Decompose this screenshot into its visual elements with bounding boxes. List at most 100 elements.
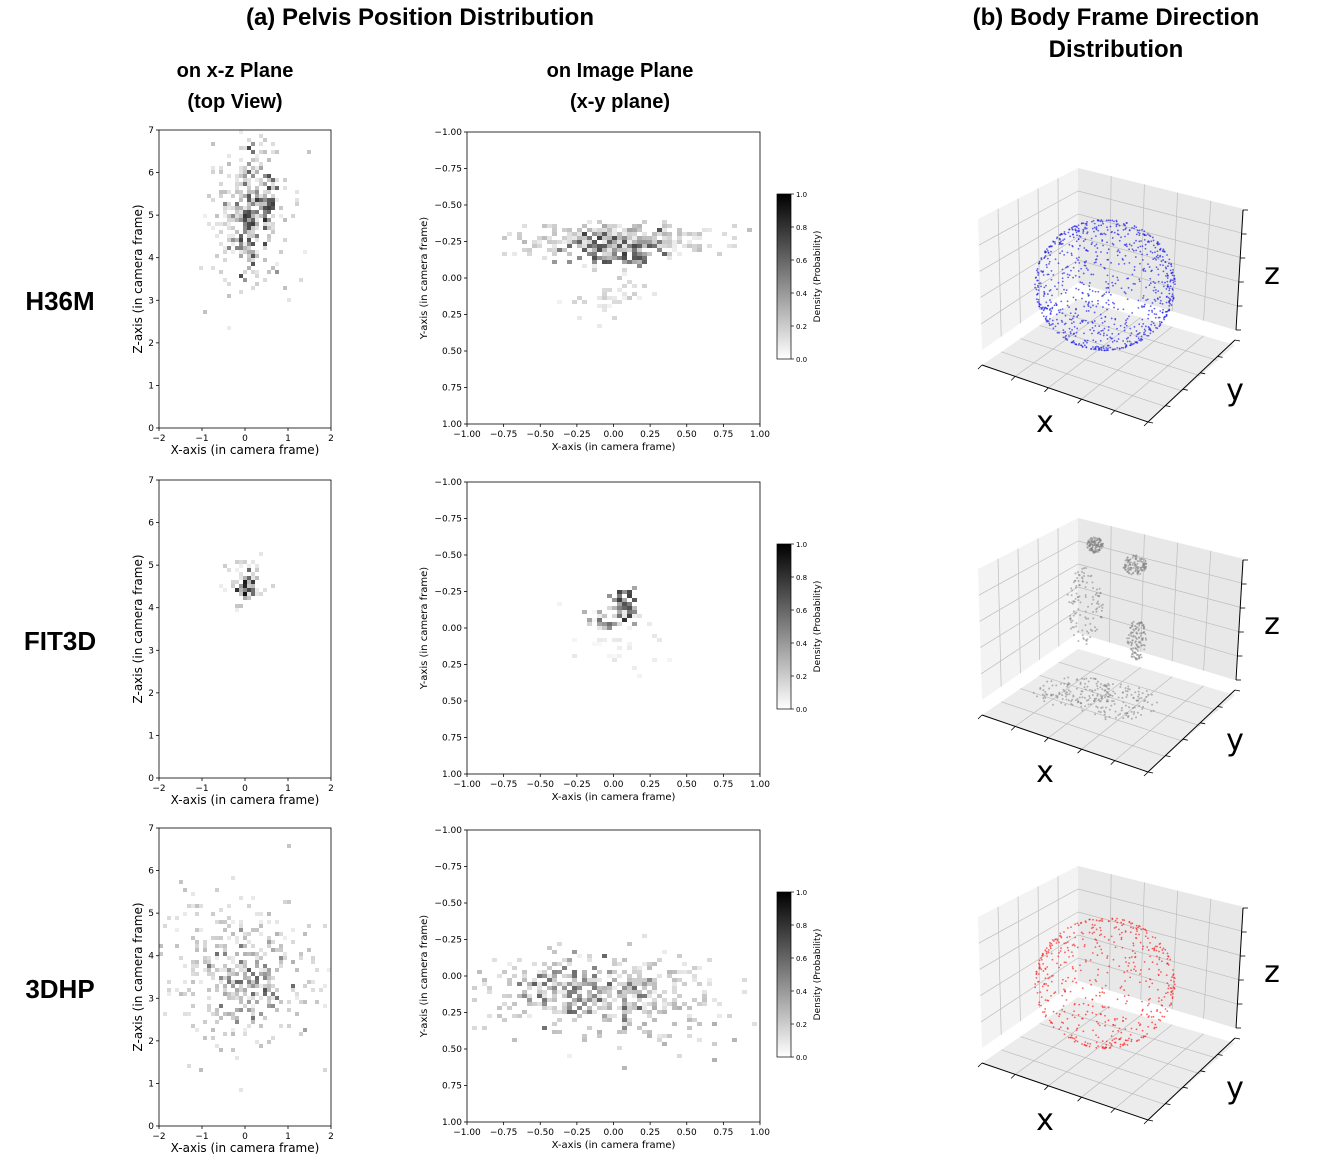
- 3dhp_dir-direction-point: [1052, 974, 1054, 977]
- 3dhp_dir-direction-point: [1051, 939, 1054, 941]
- 3dhp_xz-density-cell: [271, 992, 275, 996]
- h36m_xz-density-cell: [223, 278, 227, 282]
- 3dhp_img-density-cell: [647, 1034, 652, 1038]
- 3dhp_xz-density-cell: [255, 912, 259, 916]
- 3dhp_img-density-cell: [697, 966, 702, 970]
- h36m_img-density-cell: [617, 248, 622, 252]
- 3dhp_xz-y-tick-label: 2: [148, 1037, 154, 1047]
- 3dhp_img-density-cell: [672, 1022, 677, 1026]
- 3dhp_dir-direction-point: [1076, 946, 1079, 949]
- h36m_dir-direction-point: [1159, 310, 1162, 312]
- fit3d_img-density-cell: [607, 622, 612, 626]
- h36m_dir-direction-point: [1172, 295, 1174, 297]
- h36m_dir-direction-point: [1050, 250, 1052, 253]
- h36m_xz-density-cell: [247, 222, 251, 226]
- h36m_dir-direction-point: [1143, 234, 1146, 237]
- 3dhp_dir-direction-point: [1096, 974, 1099, 976]
- h36m_dir-direction-point: [1076, 234, 1078, 237]
- h36m_dir-direction-point: [1156, 250, 1159, 253]
- h36m_xz-density-cell: [215, 234, 219, 238]
- 3dhp_dir-y-tick: [1147, 1119, 1154, 1122]
- 3dhp_img-density-cell: [552, 1030, 557, 1034]
- 3dhp_dir-direction-point: [1084, 1013, 1087, 1016]
- h36m_img-density-cell: [657, 232, 662, 236]
- h36m_img-density-cell: [622, 272, 627, 276]
- 3dhp_dir-direction-point: [1035, 970, 1038, 973]
- h36m_dir-direction-point: [1039, 303, 1042, 306]
- h36m_dir-direction-point: [1105, 291, 1108, 294]
- fit3d_dir-direction-point: [1102, 684, 1105, 687]
- h36m_img-density-cell: [637, 240, 642, 244]
- 3dhp_xz-density-cell: [255, 980, 259, 984]
- h36m_xz-density-cell: [271, 142, 275, 146]
- 3dhp_dir-direction-point: [1141, 1008, 1144, 1011]
- 3dhp_xz-density-cell: [235, 1016, 239, 1020]
- h36m_xz-density-cell: [243, 226, 247, 230]
- fit3d_img-x-tick-label: 0.75: [713, 780, 733, 790]
- 3dhp_xz-density-cell: [251, 1016, 255, 1020]
- h36m_img-density-cell: [697, 232, 702, 236]
- 3dhp_dir-direction-point: [1053, 992, 1056, 995]
- 3dhp_dir-direction-point: [1122, 923, 1125, 925]
- 3dhp_img-density-cell: [682, 970, 687, 974]
- h36m_dir-direction-point: [1171, 274, 1174, 277]
- fit3d_dir-direction-point: [1126, 559, 1129, 562]
- 3dhp_img-density-cell: [637, 994, 642, 998]
- h36m_dir-direction-point: [1099, 313, 1102, 316]
- h36m_img-density-cell: [547, 236, 552, 240]
- 3dhp_img-density-cell: [552, 986, 557, 990]
- 3dhp_dir-grid-line: [981, 957, 1079, 1023]
- h36m_img-density-cell: [607, 244, 612, 248]
- 3dhp_dir-direction-point: [1063, 931, 1065, 933]
- h36m_dir-direction-point: [1174, 283, 1176, 286]
- h36m_dir-direction-point: [1138, 323, 1141, 326]
- h36m_dir-direction-point: [1069, 318, 1071, 321]
- h36m_dir-y-tick: [1165, 405, 1171, 407]
- fit3d_dir-direction-point: [1070, 587, 1073, 590]
- h36m_dir-direction-point: [1151, 311, 1154, 313]
- 3dhp_dir-direction-point: [1045, 947, 1048, 950]
- h36m_xz-density-cell: [271, 266, 275, 270]
- h36m_dir-direction-point: [1142, 322, 1145, 325]
- h36m_img-density-cell: [632, 244, 637, 248]
- 3dhp_dir-direction-point: [1061, 978, 1064, 981]
- h36m_xz-density-cell: [211, 266, 215, 270]
- h36m_dir-direction-point: [1072, 276, 1075, 279]
- h36m_xz-density-cell: [263, 182, 267, 186]
- h36m_dir-direction-point: [1069, 235, 1071, 238]
- h36m_dir-direction-point: [1166, 254, 1168, 256]
- fit3d_dir-direction-point: [1088, 540, 1091, 543]
- fit3d_xz-x-tick-label: 2: [328, 784, 334, 794]
- h36m_xz-density-cell: [243, 218, 247, 222]
- 3dhp_img-density-cell: [592, 986, 597, 990]
- h36m_dir-direction-point: [1156, 242, 1158, 245]
- fit3d_img-density-cell: [627, 614, 632, 618]
- 3dhp_dir-grid-line: [1057, 876, 1060, 995]
- 3dhp_dir-direction-point: [1091, 1005, 1094, 1008]
- 3dhp_xz-density-cell: [255, 1040, 259, 1044]
- h36m_img-density-cell: [547, 224, 552, 228]
- h36m_dir-direction-point: [1165, 287, 1168, 290]
- 3dhp_dir-direction-point: [1103, 1006, 1106, 1009]
- h36m_xz-density-cell: [255, 154, 259, 158]
- fit3d_xz-density-cell: [255, 568, 259, 572]
- 3dhp_dir-floor-pane: [982, 997, 1235, 1120]
- 3dhp_img-density-cell: [617, 994, 622, 998]
- h36m_xz-density-cell: [243, 170, 247, 174]
- h36m_img-density-cell: [652, 240, 657, 244]
- h36m_dir-direction-point: [1057, 262, 1060, 265]
- h36m_xz-y-tick-label: 1: [148, 381, 154, 391]
- 3dhp_dir-direction-point: [1134, 952, 1137, 955]
- fit3d_dir-direction-point: [1125, 714, 1128, 717]
- 3dhp_dir-direction-point: [1048, 976, 1051, 979]
- fit3d_img-density-cell: [612, 622, 617, 626]
- fit3d_dir-direction-point: [1093, 713, 1096, 716]
- 3dhp_dir-direction-point: [1060, 947, 1062, 949]
- h36m_img-density-cell: [627, 296, 632, 300]
- h36m_img-density-cell: [732, 244, 737, 248]
- h36m_img-density-cell: [597, 228, 602, 232]
- fit3d_img-density-cell: [622, 618, 627, 622]
- h36m_xz-density-cell: [247, 234, 251, 238]
- 3dhp_dir-direction-point: [1151, 982, 1154, 985]
- 3dhp_dir-direction-point: [1118, 1027, 1121, 1030]
